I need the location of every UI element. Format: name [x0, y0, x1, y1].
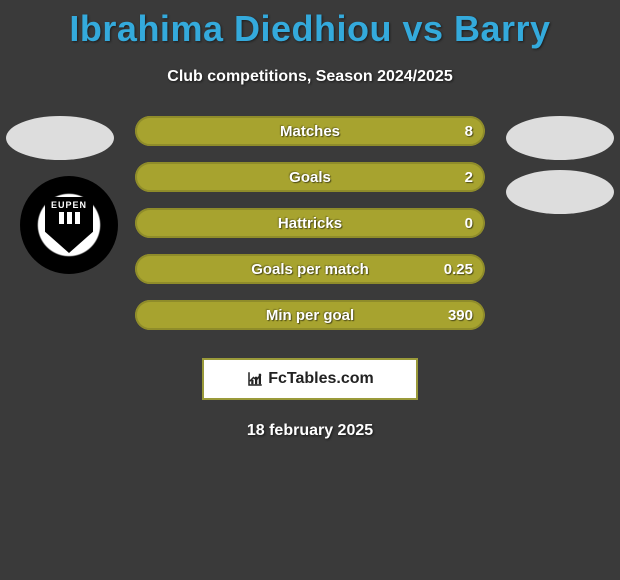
- stat-value-right: 8: [465, 116, 473, 146]
- stat-value-right: 0: [465, 208, 473, 238]
- stat-row: Goals2: [135, 162, 485, 192]
- player-right-avatar-placeholder-1: [506, 116, 614, 160]
- comparison-chart: EUPEN Matches8 Goals2 Hattricks0 Goals per …: [0, 116, 620, 346]
- stat-value-right: 2: [465, 162, 473, 192]
- stat-label: Hattricks: [135, 208, 485, 238]
- brand-attribution[interactable]: FcTables.com: [202, 358, 418, 400]
- stat-label: Goals: [135, 162, 485, 192]
- stat-value-right: 390: [448, 300, 473, 330]
- stat-row: Hattricks0: [135, 208, 485, 238]
- club-badge-eupen: EUPEN: [20, 176, 118, 274]
- club-badge-text: EUPEN: [51, 200, 87, 210]
- stat-label: Matches: [135, 116, 485, 146]
- page-title: Ibrahima Diedhiou vs Barry: [0, 0, 620, 50]
- stat-value-right: 0.25: [444, 254, 473, 284]
- brand-text: FcTables.com: [268, 370, 374, 388]
- stat-bars: Matches8Goals2Hattricks0Goals per match0…: [135, 116, 485, 346]
- player-right-avatar-placeholder-2: [506, 170, 614, 214]
- player-left-avatar-placeholder: [6, 116, 114, 160]
- stat-row: Matches8: [135, 116, 485, 146]
- stat-row: Min per goal390: [135, 300, 485, 330]
- chart-icon: [246, 370, 264, 388]
- stat-label: Min per goal: [135, 300, 485, 330]
- subtitle: Club competitions, Season 2024/2025: [0, 68, 620, 86]
- stat-row: Goals per match0.25: [135, 254, 485, 284]
- stat-label: Goals per match: [135, 254, 485, 284]
- date-text: 18 february 2025: [0, 422, 620, 440]
